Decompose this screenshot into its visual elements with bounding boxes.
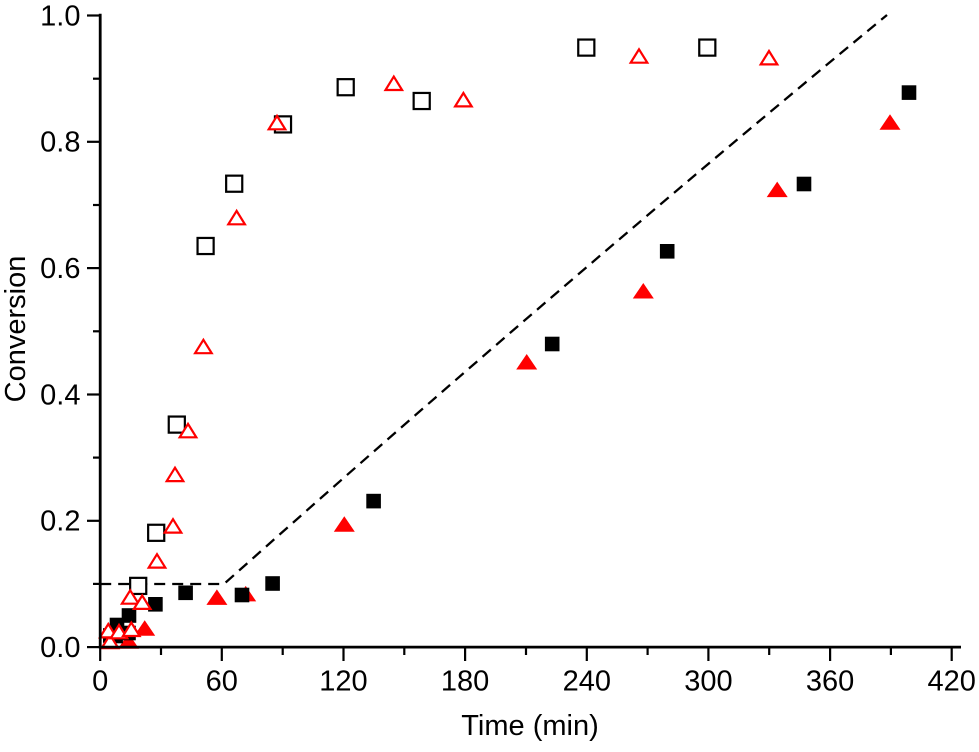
svg-text:0.2: 0.2 — [40, 506, 80, 538]
svg-text:240: 240 — [563, 666, 611, 698]
svg-text:Time (min): Time (min) — [461, 710, 598, 742]
svg-text:Conversion: Conversion — [0, 256, 32, 403]
svg-text:60: 60 — [206, 666, 238, 698]
svg-text:0.4: 0.4 — [40, 379, 80, 411]
svg-text:420: 420 — [928, 666, 976, 698]
svg-text:180: 180 — [441, 666, 489, 698]
svg-text:0.8: 0.8 — [40, 127, 80, 159]
svg-text:1.0: 1.0 — [40, 0, 80, 32]
svg-text:360: 360 — [806, 666, 854, 698]
svg-text:0: 0 — [92, 666, 108, 698]
svg-text:0.0: 0.0 — [40, 632, 80, 664]
svg-text:0.6: 0.6 — [40, 253, 80, 285]
svg-text:120: 120 — [319, 666, 367, 698]
svg-text:300: 300 — [684, 666, 732, 698]
